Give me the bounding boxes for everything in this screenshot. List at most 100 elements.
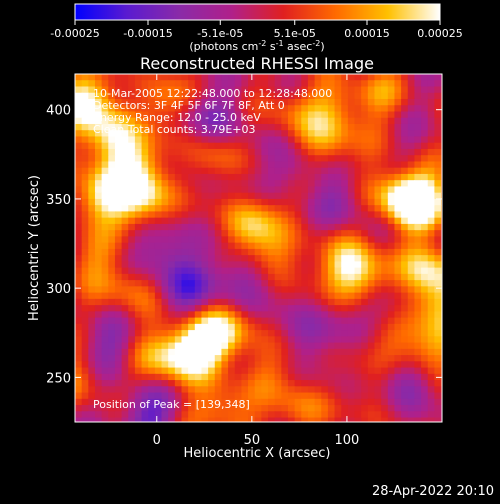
heatmap-cell <box>327 92 336 100</box>
heatmap-cell <box>134 330 143 337</box>
heatmap-cell <box>268 173 276 181</box>
heatmap-cell <box>161 242 169 250</box>
heatmap-cell <box>75 223 83 231</box>
heatmap-cell <box>307 292 316 300</box>
heatmap-cell <box>201 255 209 262</box>
heatmap-cell <box>327 217 336 225</box>
heatmap-cell <box>407 98 416 106</box>
heatmap-cell <box>121 411 129 419</box>
heatmap-cell <box>341 80 349 88</box>
heatmap-cell <box>261 355 269 362</box>
heatmap-cell <box>141 311 149 319</box>
heatmap-cell <box>188 317 196 325</box>
heatmap-cell <box>427 336 435 344</box>
heatmap-cell <box>208 205 216 213</box>
heatmap-cell <box>81 411 89 419</box>
heatmap-cell <box>75 398 83 406</box>
heatmap-cell <box>221 286 229 294</box>
heatmap-cell <box>241 336 249 344</box>
heatmap-cell <box>421 298 429 306</box>
heatmap-cell <box>234 105 242 113</box>
heatmap-cell <box>121 211 129 219</box>
heatmap-cell <box>341 180 349 188</box>
heatmap-cell <box>214 417 223 422</box>
heatmap-cell <box>101 242 109 250</box>
heatmap-cell <box>94 198 103 206</box>
heatmap-cell <box>448 161 455 168</box>
heatmap-cell <box>88 386 96 394</box>
heatmap-cell <box>334 86 342 94</box>
heatmap-cell <box>394 92 402 100</box>
heatmap-cell <box>201 211 209 219</box>
heatmap-cell <box>367 180 376 188</box>
heatmap-cell <box>287 417 296 422</box>
heatmap-cell <box>128 273 136 281</box>
heatmap-cell <box>361 280 369 287</box>
heatmap-cell <box>281 130 289 138</box>
heatmap-cell <box>414 255 422 262</box>
heatmap-cell <box>341 98 349 106</box>
heatmap-cell <box>181 330 189 337</box>
heatmap-cell <box>268 211 276 219</box>
heatmap-cell <box>228 311 236 319</box>
heatmap-cell <box>341 355 349 362</box>
heatmap-cell <box>307 198 316 206</box>
heatmap-cell <box>314 98 322 106</box>
heatmap-cell <box>161 292 169 300</box>
heatmap-cell <box>314 142 322 150</box>
heatmap-cell <box>181 205 189 213</box>
heatmap-cell <box>354 92 362 100</box>
heatmap-cell <box>134 323 143 331</box>
heatmap-cell <box>121 373 129 381</box>
heatmap-cell <box>327 230 336 237</box>
heatmap-cell <box>121 192 129 200</box>
heatmap-cell <box>394 111 402 119</box>
heatmap-cell <box>401 155 409 163</box>
heatmap-cell <box>261 167 269 175</box>
heatmap-cell <box>294 330 302 337</box>
heatmap-cell <box>427 105 435 113</box>
heatmap-cell <box>201 117 209 125</box>
heatmap-cell <box>348 424 355 431</box>
heatmap-cell <box>381 405 389 412</box>
heatmap-cell <box>427 217 435 225</box>
heatmap-cell <box>394 311 402 319</box>
x-tick-label: 50 <box>244 433 261 448</box>
heatmap-cell <box>434 123 442 131</box>
heatmap-cell <box>407 398 416 406</box>
heatmap-cell <box>434 192 442 200</box>
heatmap-cell <box>394 348 402 356</box>
heatmap-cell <box>208 305 216 312</box>
heatmap-cell <box>367 142 376 150</box>
heatmap-cell <box>268 330 276 337</box>
heatmap-cell <box>448 330 455 337</box>
heatmap-cell <box>188 373 196 381</box>
heatmap-cell <box>268 273 276 281</box>
heatmap-cell <box>327 317 336 325</box>
heatmap-cell <box>94 130 103 138</box>
heatmap-cell <box>327 380 336 387</box>
heatmap-cell <box>221 342 229 350</box>
heatmap-cell <box>421 330 429 337</box>
heatmap-cell <box>161 92 169 100</box>
heatmap-cell <box>254 136 262 144</box>
heatmap-cell <box>448 361 455 368</box>
heatmap-cell <box>387 367 396 375</box>
heatmap-cell <box>81 292 89 300</box>
heatmap-cell <box>88 355 96 362</box>
heatmap-cell <box>181 261 189 269</box>
heatmap-cell <box>188 330 196 337</box>
heatmap-cell <box>101 117 109 125</box>
heatmap-cell <box>394 98 402 106</box>
heatmap-cell <box>321 248 329 256</box>
heatmap-cell <box>88 280 96 287</box>
heatmap-cell <box>81 405 89 412</box>
heatmap-cell <box>121 255 129 262</box>
heatmap-cell <box>394 192 402 200</box>
colorbar-units: (photons cm-2 s-1 asec-2) <box>189 39 324 53</box>
heatmap-cell <box>301 136 309 144</box>
heatmap-cell <box>181 223 189 231</box>
heatmap-cell <box>174 186 183 194</box>
heatmap-cell <box>421 173 429 181</box>
heatmap-cell <box>101 398 109 406</box>
